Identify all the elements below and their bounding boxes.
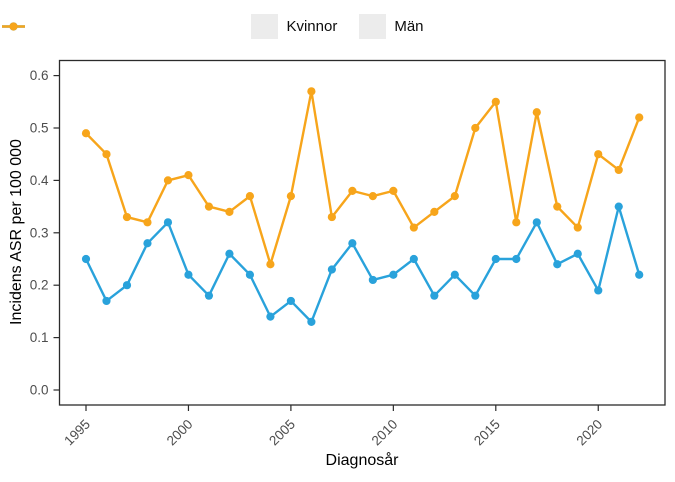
- data-point: [389, 270, 398, 279]
- data-point: [348, 186, 357, 195]
- data-point: [450, 192, 459, 201]
- y-axis: 0.0 0.1 0.2 0.3 0.4 0.5 0.6: [30, 68, 60, 398]
- data-point: [430, 291, 439, 300]
- x-tick-label: 2000: [164, 417, 196, 449]
- data-point: [409, 254, 418, 264]
- data-point: [184, 270, 193, 279]
- data-point: [532, 218, 541, 227]
- legend-item-man: Män: [2, 14, 424, 39]
- data-point: [327, 212, 336, 222]
- series-line: [84, 205, 641, 324]
- data-point: [327, 265, 336, 274]
- series-m-n: [81, 87, 644, 269]
- data-point: [512, 254, 521, 264]
- data-point: [81, 129, 91, 138]
- data-point: [348, 239, 357, 248]
- data-point: [81, 254, 91, 264]
- x-axis-title: Diagnosår: [325, 452, 399, 469]
- data-point: [471, 123, 480, 133]
- y-tick-label: 0.6: [30, 68, 49, 83]
- y-tick-label: 0.2: [30, 278, 49, 293]
- data-point: [122, 212, 132, 222]
- data-point: [102, 150, 111, 159]
- data-point: [163, 176, 173, 185]
- data-point: [245, 192, 255, 201]
- series-line: [84, 90, 641, 266]
- data-point: [143, 218, 152, 227]
- x-axis: 1995 2000 2005 2010 2015 2020: [61, 405, 605, 448]
- legend-key-glyph: [2, 22, 25, 31]
- legend-key-man-icon: [2, 14, 387, 39]
- data-point: [204, 202, 214, 211]
- data-point: [307, 317, 316, 326]
- y-tick-label: 0.5: [30, 121, 49, 136]
- data-point: [102, 296, 111, 306]
- legend-label-kvinnor: Kvinnor: [286, 18, 338, 35]
- data-point: [471, 291, 480, 300]
- data-point: [614, 165, 623, 175]
- data-point: [594, 286, 603, 295]
- data-point: [512, 218, 521, 227]
- data-point: [163, 218, 173, 227]
- data-point: [286, 192, 295, 201]
- data-point: [143, 239, 152, 248]
- data-point: [635, 113, 644, 122]
- y-tick-label: 0.4: [30, 173, 49, 188]
- data-point: [204, 291, 214, 300]
- x-tick-label: 2020: [574, 417, 606, 449]
- data-point: [532, 108, 541, 117]
- data-point: [368, 192, 377, 201]
- data-point: [266, 312, 275, 321]
- data-point: [553, 202, 562, 211]
- data-point: [245, 270, 255, 279]
- data-point: [430, 207, 439, 216]
- data-point: [491, 254, 500, 264]
- y-tick-label: 0.3: [30, 225, 49, 240]
- data-point: [307, 87, 316, 96]
- data-point: [184, 171, 193, 180]
- data-point: [409, 223, 418, 232]
- data-point: [368, 275, 377, 285]
- data-point: [573, 223, 582, 232]
- x-tick-label: 1995: [61, 417, 93, 449]
- series-kvinnor: [81, 202, 644, 326]
- data-point: [122, 281, 132, 290]
- panel-border: [58, 59, 666, 406]
- x-tick-label: 2015: [471, 417, 503, 449]
- data-point: [635, 270, 644, 279]
- data-point: [225, 207, 234, 216]
- x-tick-label: 2005: [266, 417, 298, 449]
- data-point: [266, 260, 275, 269]
- data-point: [573, 249, 582, 258]
- data-point: [225, 249, 234, 258]
- y-tick-label: 0.1: [30, 330, 49, 345]
- data-point: [594, 150, 603, 159]
- data-point: [491, 97, 500, 106]
- y-tick-label: 0.0: [30, 383, 49, 398]
- data-point: [553, 260, 562, 269]
- data-point: [286, 296, 295, 306]
- data-point: [450, 270, 459, 279]
- data-point: [614, 202, 623, 211]
- x-tick-label: 2010: [369, 417, 401, 449]
- legend-label-man: Män: [394, 18, 424, 35]
- legend: Kvinnor Män: [0, 14, 675, 39]
- data-point: [389, 186, 398, 195]
